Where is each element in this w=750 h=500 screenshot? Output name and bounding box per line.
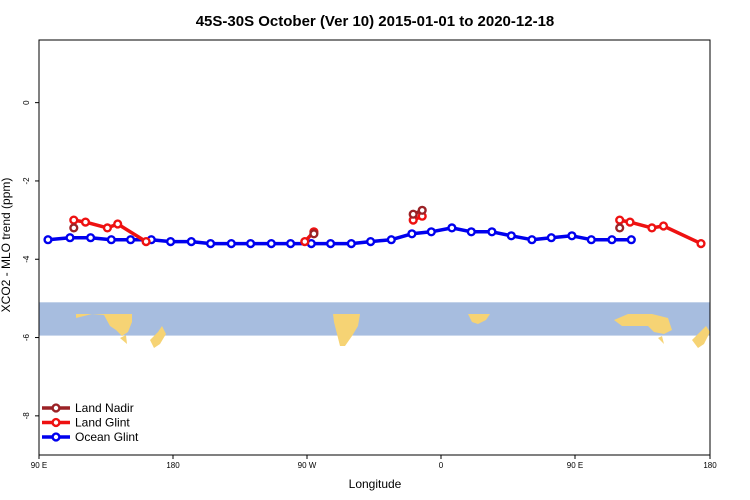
- data-point: [407, 229, 417, 239]
- data-point: [106, 235, 116, 245]
- x-tick-label: 90 E: [567, 461, 583, 470]
- y-tick-label: 0: [22, 100, 31, 105]
- data-point: [43, 235, 53, 245]
- data-point: [226, 239, 236, 249]
- data-point: [141, 237, 151, 247]
- axes: 90 E 180 90 W 0 90 E 180 0 -2 -4 -6 -8: [22, 39, 717, 470]
- legend-label: Ocean Glint: [75, 430, 139, 444]
- data-point: [206, 239, 216, 249]
- y-tick-label: -6: [22, 333, 31, 341]
- legend-marker: [51, 417, 61, 428]
- land-shape: [76, 314, 132, 336]
- x-axis-title: Longitude: [349, 477, 402, 491]
- data-point: [696, 239, 706, 249]
- y-axis-title: XCO2 - MLO trend (ppm): [0, 178, 13, 313]
- data-point: [80, 217, 91, 227]
- data-point: [286, 239, 296, 249]
- data-point: [615, 215, 625, 225]
- data-point: [626, 235, 636, 245]
- data-point: [408, 209, 418, 219]
- y-tick-label: -4: [22, 255, 31, 263]
- world-map-band: [39, 302, 710, 348]
- data-point: [309, 229, 319, 239]
- data-point: [246, 239, 256, 249]
- x-tick-label: 90 E: [31, 461, 47, 470]
- x-tick-label: 0: [439, 461, 444, 470]
- data-point: [466, 227, 476, 237]
- land-shape: [333, 314, 360, 346]
- x-tick-label: 180: [166, 461, 180, 470]
- land-shape: [468, 314, 490, 324]
- data-point: [647, 223, 657, 233]
- data-point: [346, 239, 356, 249]
- data-point: [447, 223, 457, 233]
- data-point: [85, 233, 96, 243]
- data-point: [426, 227, 436, 237]
- data-point: [615, 223, 625, 233]
- y-tick-label: -2: [22, 177, 31, 185]
- data-point: [69, 215, 79, 225]
- chart-title: 45S-30S October (Ver 10) 2015-01-01 to 2…: [196, 13, 555, 30]
- plot-area: [43, 205, 706, 249]
- legend-marker: [51, 403, 61, 413]
- data-point: [113, 219, 123, 229]
- land-shape: [120, 335, 127, 344]
- data-point: [69, 223, 79, 233]
- data-point: [266, 239, 276, 249]
- data-point: [658, 221, 669, 231]
- data-point: [366, 237, 376, 247]
- x-tick-label: 180: [703, 461, 717, 470]
- data-point: [102, 223, 113, 233]
- y-tick-label: -8: [22, 412, 31, 420]
- data-point: [586, 235, 596, 245]
- legend-marker: [51, 432, 61, 442]
- data-point: [300, 237, 310, 247]
- series-land-nadir: [69, 205, 625, 239]
- land-shape: [150, 326, 166, 348]
- ocean-band: [39, 302, 710, 336]
- data-point: [166, 237, 176, 247]
- data-point: [527, 235, 537, 245]
- plot-frame: [38, 39, 711, 456]
- data-point: [625, 217, 635, 227]
- data-point: [567, 231, 577, 241]
- data-point: [65, 233, 75, 243]
- data-point: [546, 233, 556, 243]
- land-shape: [692, 326, 710, 348]
- data-point: [126, 235, 136, 245]
- x-tick-label: 90 W: [298, 461, 317, 470]
- data-point: [326, 239, 336, 249]
- legend-label: Land Glint: [75, 416, 130, 430]
- data-point: [186, 237, 196, 247]
- land-shape: [614, 314, 672, 334]
- data-point: [386, 235, 396, 245]
- data-point: [607, 235, 617, 245]
- land-shape: [658, 336, 664, 344]
- data-point: [417, 205, 427, 215]
- legend-label: Land Nadir: [75, 401, 134, 415]
- data-point: [487, 227, 497, 237]
- data-point: [506, 231, 516, 241]
